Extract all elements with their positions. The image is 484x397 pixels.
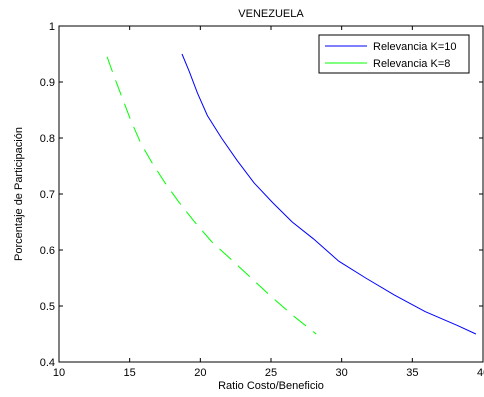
- legend-label: Relevancia K=10: [373, 41, 456, 53]
- x-tick-label: 30: [336, 367, 348, 379]
- axis-ticks: 10 15 20 25 30 35 40 0.4 0.5 0.6 0.7 0.8 0.9 1: [40, 21, 484, 379]
- x-axis-label: Ratio Costo/Beneficio: [218, 380, 324, 392]
- x-tick-label: 20: [194, 367, 206, 379]
- x-tick-label: 35: [406, 367, 418, 379]
- x-tick-label: 40: [477, 367, 484, 379]
- y-tick-label: 0.6: [40, 245, 55, 257]
- y-tick-label: 0.7: [40, 189, 55, 201]
- x-tick-label: 15: [124, 367, 136, 379]
- legend-box: [318, 34, 470, 74]
- y-tick-label: 1: [49, 21, 55, 33]
- x-tick-label: 10: [53, 367, 65, 379]
- y-tick-label: 0.4: [40, 357, 55, 369]
- y-tick-label: 0.8: [40, 133, 55, 145]
- series-line-1: [181, 53, 477, 335]
- y-tick-label: 0.9: [40, 77, 55, 89]
- x-tick-label: 25: [265, 367, 277, 379]
- chart-title: VENEZUELA: [238, 8, 304, 20]
- legend-label: Relevancia K=8: [373, 58, 450, 70]
- series-layer: [106, 53, 477, 335]
- y-axis-label: Porcentaje de Participación: [13, 127, 25, 261]
- y-tick-label: 0.5: [40, 301, 55, 313]
- series-line-2: [106, 56, 317, 335]
- legend: Relevancia K=10 Relevancia K=8: [318, 34, 470, 74]
